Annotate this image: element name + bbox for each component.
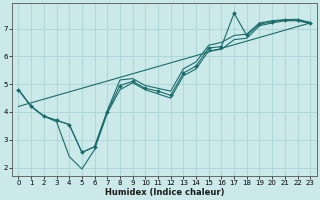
X-axis label: Humidex (Indice chaleur): Humidex (Indice chaleur) — [105, 188, 224, 197]
